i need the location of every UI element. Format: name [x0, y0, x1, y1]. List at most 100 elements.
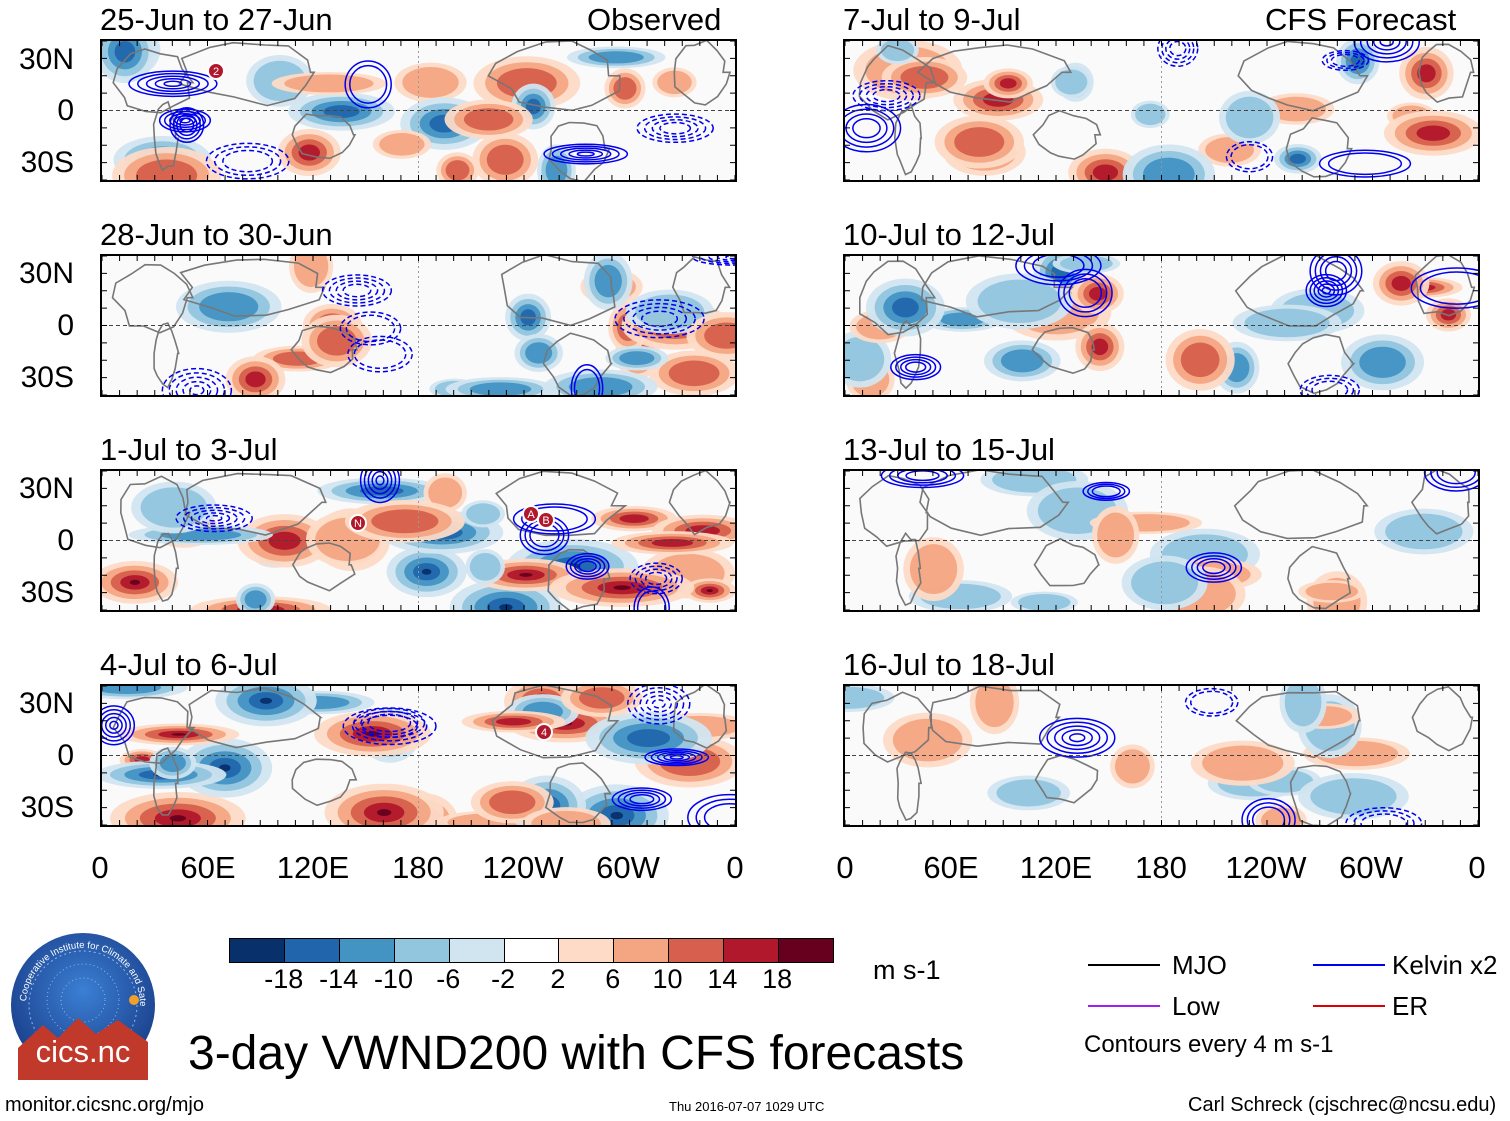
colorbar-swatch: [503, 939, 559, 962]
colorbar-tick-label: -14: [319, 964, 359, 994]
map-panel-obs-2: [100, 254, 737, 397]
map-panel-fc-2: [843, 254, 1480, 397]
colorbar-swatch: [283, 939, 339, 962]
svg-text:4: 4: [541, 727, 547, 739]
forecast-column-label: CFS Forecast: [1265, 2, 1457, 37]
colorbar-tick-label: 6: [605, 964, 621, 994]
legend-label-kelvin: Kelvin x2: [1392, 950, 1498, 980]
colorbar-units: m s-1: [873, 955, 941, 985]
svg-text:A: A: [527, 509, 535, 521]
legend-line-low: [1088, 1005, 1160, 1007]
lon-label-fc: 60W: [1339, 850, 1403, 885]
legend-line-er: [1313, 1005, 1385, 1007]
colorbar-swatch: [723, 939, 779, 962]
lon-label-fc: 60E: [923, 850, 979, 885]
storm-marker-a: A: [522, 505, 540, 523]
colorbar-swatch: [613, 939, 669, 962]
cics-logo: Cooperative Institute for Climate and Sa…: [8, 930, 155, 1080]
map-field: [102, 471, 735, 610]
legend-label-low: Low: [1172, 991, 1220, 1021]
lat-label-30s: 30S: [20, 791, 74, 824]
map-field: [845, 686, 1478, 825]
lon-label-fc: 120E: [1019, 850, 1093, 885]
logo-text: cics.nc: [36, 1034, 131, 1069]
legend-label-mjo: MJO: [1172, 950, 1227, 980]
map-field: [845, 471, 1478, 610]
storm-marker-n: N: [349, 514, 367, 532]
colorbar-swatch: [230, 939, 284, 962]
lat-label-eq: 0: [57, 524, 74, 557]
footer-author: Carl Schreck (cjschrec@ncsu.edu): [1188, 1094, 1497, 1116]
lon-label-obs: 0: [726, 850, 744, 885]
map-panel-obs-1: [100, 39, 737, 182]
colorbar-swatch: [668, 939, 724, 962]
storm-marker-2: 2: [207, 62, 225, 80]
legend-label-er: ER: [1392, 991, 1429, 1021]
panel-title-fc-3: 13-Jul to 15-Jul: [843, 432, 1055, 467]
colorbar-tick-label: -10: [373, 964, 413, 994]
observed-column-label: Observed: [587, 2, 722, 37]
panel-title-fc-4: 16-Jul to 18-Jul: [843, 647, 1055, 682]
svg-text:B: B: [542, 515, 549, 527]
map-field: [845, 256, 1478, 395]
map-field: [102, 256, 735, 395]
colorbar-tick-label: -18: [264, 964, 304, 994]
lon-label-fc: 0: [1468, 850, 1486, 885]
map-field: [102, 41, 735, 180]
panel-title-obs-4: 4-Jul to 6-Jul: [100, 647, 278, 682]
legend-line-kelvin: [1313, 964, 1385, 966]
lon-label-obs: 60E: [180, 850, 236, 885]
svg-text:N: N: [354, 518, 362, 530]
colorbar: [229, 938, 834, 963]
lat-label-30n: 30N: [18, 472, 74, 505]
colorbar-swatch: [558, 939, 614, 962]
panel-title-obs-2: 28-Jun to 30-Jun: [100, 217, 333, 252]
map-panel-fc-1: [843, 39, 1480, 182]
map-panel-obs-3: [100, 469, 737, 612]
lat-label-eq: 0: [57, 309, 74, 342]
panel-title-obs-1: 25-Jun to 27-Jun: [100, 2, 333, 37]
lat-label-30n: 30N: [18, 43, 74, 76]
panel-title-fc-1: 7-Jul to 9-Jul: [843, 2, 1021, 37]
colorbar-tick-label: 14: [707, 964, 738, 994]
map-field: [102, 686, 735, 825]
map-panel-fc-3: [843, 469, 1480, 612]
colorbar-tick-label: 2: [550, 964, 566, 994]
lat-label-30s: 30S: [20, 146, 74, 179]
svg-text:2: 2: [213, 66, 219, 78]
lat-label-eq: 0: [57, 94, 74, 127]
lon-label-obs: 180: [392, 850, 444, 885]
footer-timestamp: Thu 2016-07-07 1029 UTC: [669, 1099, 825, 1114]
map-panel-fc-4: [843, 684, 1480, 827]
panel-title-obs-3: 1-Jul to 3-Jul: [100, 432, 278, 467]
contour-note: Contours every 4 m s-1: [1084, 1031, 1334, 1058]
lat-label-30n: 30N: [18, 257, 74, 290]
lon-label-fc: 180: [1135, 850, 1187, 885]
legend-line-mjo: [1088, 964, 1160, 966]
footer-url: monitor.cicsnc.org/mjo: [5, 1094, 204, 1116]
colorbar-swatch: [393, 939, 449, 962]
colorbar-tick-label: 10: [652, 964, 683, 994]
panel-title-fc-2: 10-Jul to 12-Jul: [843, 217, 1055, 252]
lat-label-30s: 30S: [20, 361, 74, 394]
colorbar-swatch: [448, 939, 504, 962]
lon-label-obs: 120W: [482, 850, 564, 885]
lon-label-obs: 0: [91, 850, 109, 885]
colorbar-tick-label: 18: [762, 964, 793, 994]
colorbar-tick-label: -6: [436, 964, 461, 994]
map-field: [845, 41, 1478, 180]
lat-label-30s: 30S: [20, 576, 74, 609]
lon-label-obs: 60W: [596, 850, 660, 885]
lon-label-fc: 0: [836, 850, 854, 885]
map-panel-obs-4: [100, 684, 737, 827]
storm-marker-b: B: [537, 511, 555, 529]
storm-marker-4: 4: [535, 723, 553, 741]
colorbar-swatch: [778, 939, 833, 962]
colorbar-tick-label: -2: [491, 964, 516, 994]
lat-label-30n: 30N: [18, 687, 74, 720]
lon-label-obs: 120E: [276, 850, 350, 885]
lat-label-eq: 0: [57, 739, 74, 772]
main-title: 3-day VWND200 with CFS forecasts: [188, 1027, 965, 1080]
colorbar-swatch: [338, 939, 394, 962]
lon-label-fc: 120W: [1225, 850, 1307, 885]
